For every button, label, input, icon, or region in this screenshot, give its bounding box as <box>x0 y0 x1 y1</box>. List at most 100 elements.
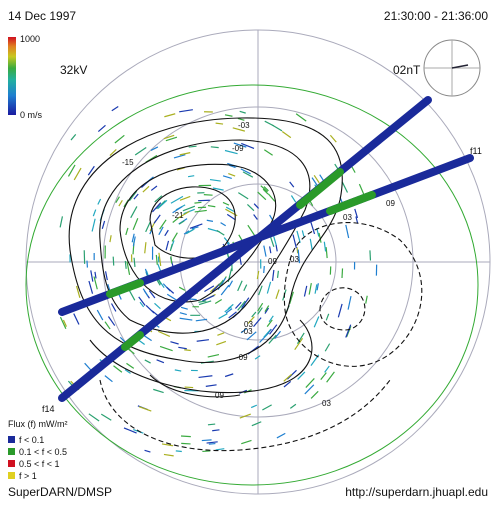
vector <box>297 249 301 264</box>
vector <box>237 192 249 200</box>
vector <box>247 224 256 237</box>
vector <box>93 276 98 290</box>
vector <box>158 252 162 267</box>
vector <box>179 152 191 156</box>
vector <box>316 227 320 237</box>
track-label: f11 <box>470 146 482 156</box>
vector <box>144 449 151 453</box>
vector <box>195 318 208 322</box>
vector <box>114 134 125 144</box>
vector <box>104 375 113 383</box>
vector <box>232 127 246 132</box>
vector <box>180 435 191 438</box>
vector <box>216 229 225 236</box>
vector <box>228 280 234 288</box>
vector <box>165 136 178 142</box>
vector <box>133 257 136 267</box>
vector <box>267 193 276 202</box>
vector <box>188 145 197 148</box>
vector <box>268 315 274 323</box>
vector <box>154 195 163 203</box>
vector <box>246 331 257 341</box>
vector <box>90 270 94 282</box>
vector <box>217 332 225 336</box>
vector <box>133 193 139 200</box>
vector <box>111 105 119 112</box>
vector <box>207 204 216 208</box>
vector <box>206 441 218 444</box>
vector <box>250 404 258 409</box>
vector <box>150 146 159 151</box>
vector <box>283 373 293 382</box>
vector <box>123 427 137 434</box>
vector <box>132 236 136 247</box>
vector <box>125 227 129 236</box>
vector <box>281 130 292 139</box>
vector <box>191 226 199 230</box>
vector <box>218 313 228 320</box>
vector <box>88 280 94 294</box>
vector <box>233 142 247 148</box>
contour-label: 09 <box>215 391 224 400</box>
contour-label: 03 <box>244 320 253 329</box>
vector <box>109 148 117 156</box>
vector <box>75 285 81 299</box>
contour-label: 09 <box>268 257 277 266</box>
vector <box>216 340 227 346</box>
vector <box>303 285 308 297</box>
vector <box>169 243 173 252</box>
colorbar-min: 0 m/s <box>20 110 43 120</box>
vector <box>266 319 273 328</box>
vector <box>101 220 106 230</box>
footer-right: http://superdarn.jhuapl.edu <box>345 485 488 499</box>
vector <box>290 195 297 203</box>
vector <box>253 203 260 209</box>
vector <box>151 202 162 213</box>
vector <box>100 413 112 421</box>
vector <box>144 359 151 364</box>
vector <box>128 290 136 301</box>
vector <box>275 289 280 300</box>
vector <box>314 284 318 294</box>
vector <box>225 308 233 314</box>
vector <box>126 261 131 275</box>
vector <box>150 185 158 191</box>
vector <box>345 224 350 239</box>
vector <box>304 384 315 395</box>
vector <box>247 316 255 324</box>
vector <box>226 213 236 221</box>
vector <box>266 281 272 294</box>
vector <box>115 196 120 203</box>
vector <box>157 199 168 210</box>
vector <box>337 303 343 318</box>
vector <box>134 146 147 156</box>
vector <box>163 453 174 457</box>
colorbar-max: 1000 <box>20 34 40 44</box>
legend-swatch <box>8 436 15 443</box>
contour-label: 03 <box>322 399 331 408</box>
contours-dashed <box>99 222 423 452</box>
vector <box>258 285 263 296</box>
vector <box>179 109 193 113</box>
contour-label: -09 <box>232 144 244 153</box>
vector <box>112 256 115 266</box>
vector <box>183 230 190 235</box>
vector <box>271 269 275 281</box>
vector <box>215 122 224 125</box>
vector <box>132 218 139 231</box>
vector <box>225 206 235 212</box>
vector <box>178 286 186 291</box>
contour-label: -03 <box>241 327 253 336</box>
tracks <box>58 96 474 402</box>
vector <box>241 297 250 309</box>
vector <box>237 117 245 121</box>
vector <box>243 284 248 291</box>
vector <box>110 303 117 312</box>
vector <box>170 341 179 345</box>
contour-label: 03 <box>343 213 352 222</box>
vector <box>178 220 185 225</box>
vector <box>172 217 179 223</box>
vector <box>184 349 191 352</box>
vector <box>109 235 112 243</box>
vector <box>166 293 178 301</box>
